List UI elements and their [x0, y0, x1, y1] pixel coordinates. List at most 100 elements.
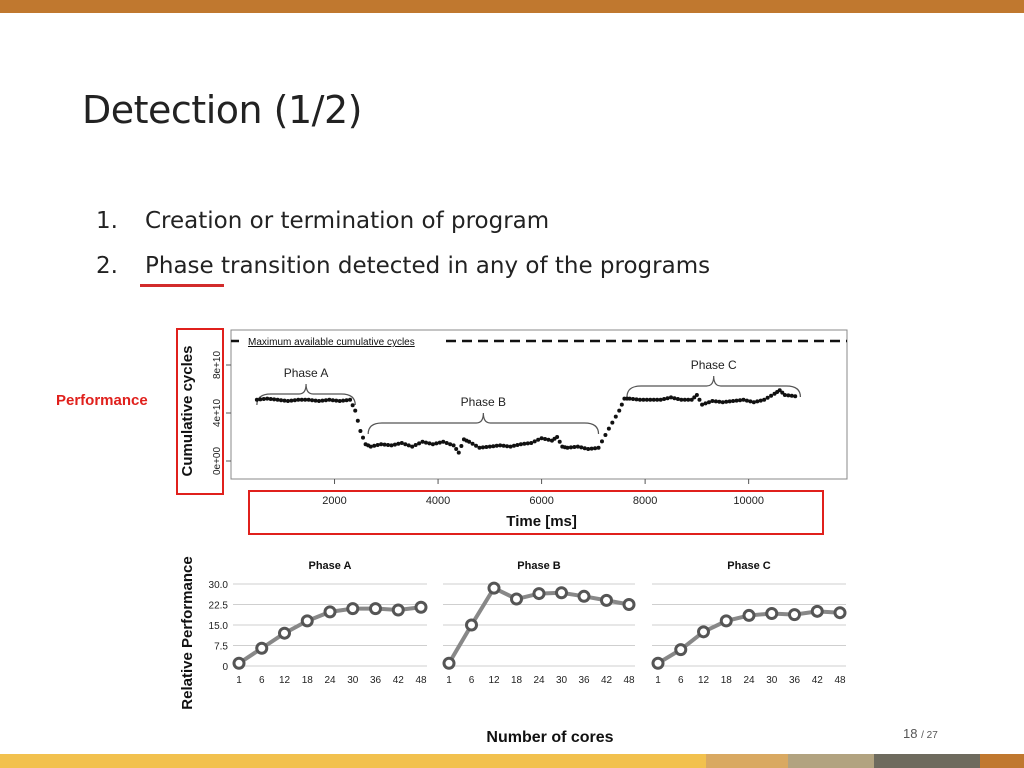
data-point	[669, 395, 673, 400]
data-point	[285, 399, 290, 403]
data-point	[724, 399, 729, 404]
data-point	[299, 397, 304, 402]
phase-brace	[367, 412, 600, 435]
data-point	[536, 437, 541, 442]
y-axis-label: Cumulative cycles	[179, 346, 196, 477]
data-point	[744, 398, 749, 403]
list-item-text: Phase transition detected in any of the …	[145, 253, 711, 279]
data-point	[505, 444, 510, 449]
x-tick-label: 12	[698, 675, 710, 686]
data-point	[451, 443, 456, 448]
data-point	[686, 397, 691, 402]
x-axis-highlight-box	[248, 490, 824, 535]
data-point	[622, 598, 636, 611]
x-tick-label: 1	[655, 675, 661, 686]
data-point	[474, 443, 479, 448]
data-point	[454, 447, 459, 451]
data-point	[651, 656, 665, 670]
data-point	[706, 400, 711, 405]
number-of-cores-label: Number of cores	[486, 729, 613, 746]
x-axis-ticks: 2000 4000 6000 8000 10000	[322, 479, 764, 507]
data-point	[555, 586, 568, 600]
relative-performance-charts: 0 7.5 15.0 22.5 30.0 Phase A 1 6 12 18 24 30 36 42 48 P…	[209, 560, 847, 686]
data-point	[765, 395, 770, 400]
data-point	[268, 397, 273, 401]
data-point	[758, 398, 763, 403]
data-point	[341, 398, 346, 403]
x-tick-label: 6	[469, 675, 475, 686]
list-item-number: 1.	[96, 208, 118, 234]
data-point	[369, 602, 382, 616]
page-current: 18	[903, 726, 918, 741]
data-point	[689, 397, 694, 402]
data-point	[703, 401, 708, 406]
x-tick-label: 36	[370, 675, 382, 686]
data-point	[391, 603, 405, 617]
data-point	[593, 446, 598, 451]
data-point	[323, 398, 328, 403]
data-point	[606, 426, 611, 431]
phase-underline-highlight	[140, 284, 224, 287]
data-point	[491, 444, 496, 449]
data-point	[532, 439, 537, 444]
x-axis-label: Time [ms]	[506, 513, 577, 530]
x-tick-label: 1	[236, 675, 242, 686]
panel-title: Phase C	[727, 560, 770, 572]
data-point	[444, 441, 449, 445]
data-point	[833, 606, 847, 620]
x-tick-label: 48	[415, 675, 427, 686]
data-point	[334, 398, 339, 403]
data-point	[751, 400, 756, 405]
data-point	[522, 441, 527, 446]
data-point	[525, 441, 530, 446]
data-point	[306, 397, 311, 402]
data-point	[658, 397, 663, 402]
data-point	[637, 397, 642, 402]
data-point	[765, 607, 779, 621]
y-tick-label: 30.0	[209, 580, 229, 591]
data-point	[644, 397, 649, 402]
data-point	[361, 435, 365, 440]
data-point	[265, 396, 270, 401]
data-point	[600, 593, 613, 607]
data-point	[353, 408, 358, 413]
data-point	[430, 442, 435, 447]
data-point	[613, 414, 618, 419]
data-point	[406, 443, 411, 448]
panel-title: Phase B	[517, 560, 560, 572]
data-point	[697, 397, 702, 402]
data-point	[748, 399, 753, 404]
data-point	[777, 388, 782, 393]
y-tick-label: 0e+00	[212, 447, 223, 476]
data-point	[368, 444, 373, 449]
data-point	[477, 445, 482, 450]
x-tick-label: 18	[302, 675, 314, 686]
data-point	[358, 429, 363, 433]
data-point	[734, 398, 739, 403]
x-tick-label: 48	[834, 675, 846, 686]
data-point	[793, 394, 798, 399]
data-point	[717, 399, 722, 404]
data-point	[413, 443, 418, 447]
page-total: / 27	[921, 730, 938, 741]
y-axis-ticks: 0e+00 4e+10 8e+10	[212, 351, 231, 476]
data-point	[442, 656, 456, 670]
data-point	[417, 441, 422, 446]
x-tick-label: 1	[446, 675, 452, 686]
y-tick-label: 8e+10	[212, 351, 223, 380]
x-tick-label: 8000	[633, 495, 657, 507]
x-tick-label: 4000	[426, 495, 450, 507]
data-point	[372, 443, 377, 448]
data-point	[261, 397, 266, 401]
data-point	[296, 397, 301, 402]
data-point	[258, 397, 263, 402]
x-tick-label: 10000	[733, 495, 764, 507]
data-point	[596, 445, 601, 450]
data-point	[694, 393, 699, 397]
data-point	[337, 399, 342, 403]
data-point	[348, 397, 353, 402]
data-point	[780, 390, 785, 395]
footer-segment	[980, 754, 1024, 768]
plot-frame	[230, 329, 848, 480]
phase-brace	[626, 375, 802, 398]
